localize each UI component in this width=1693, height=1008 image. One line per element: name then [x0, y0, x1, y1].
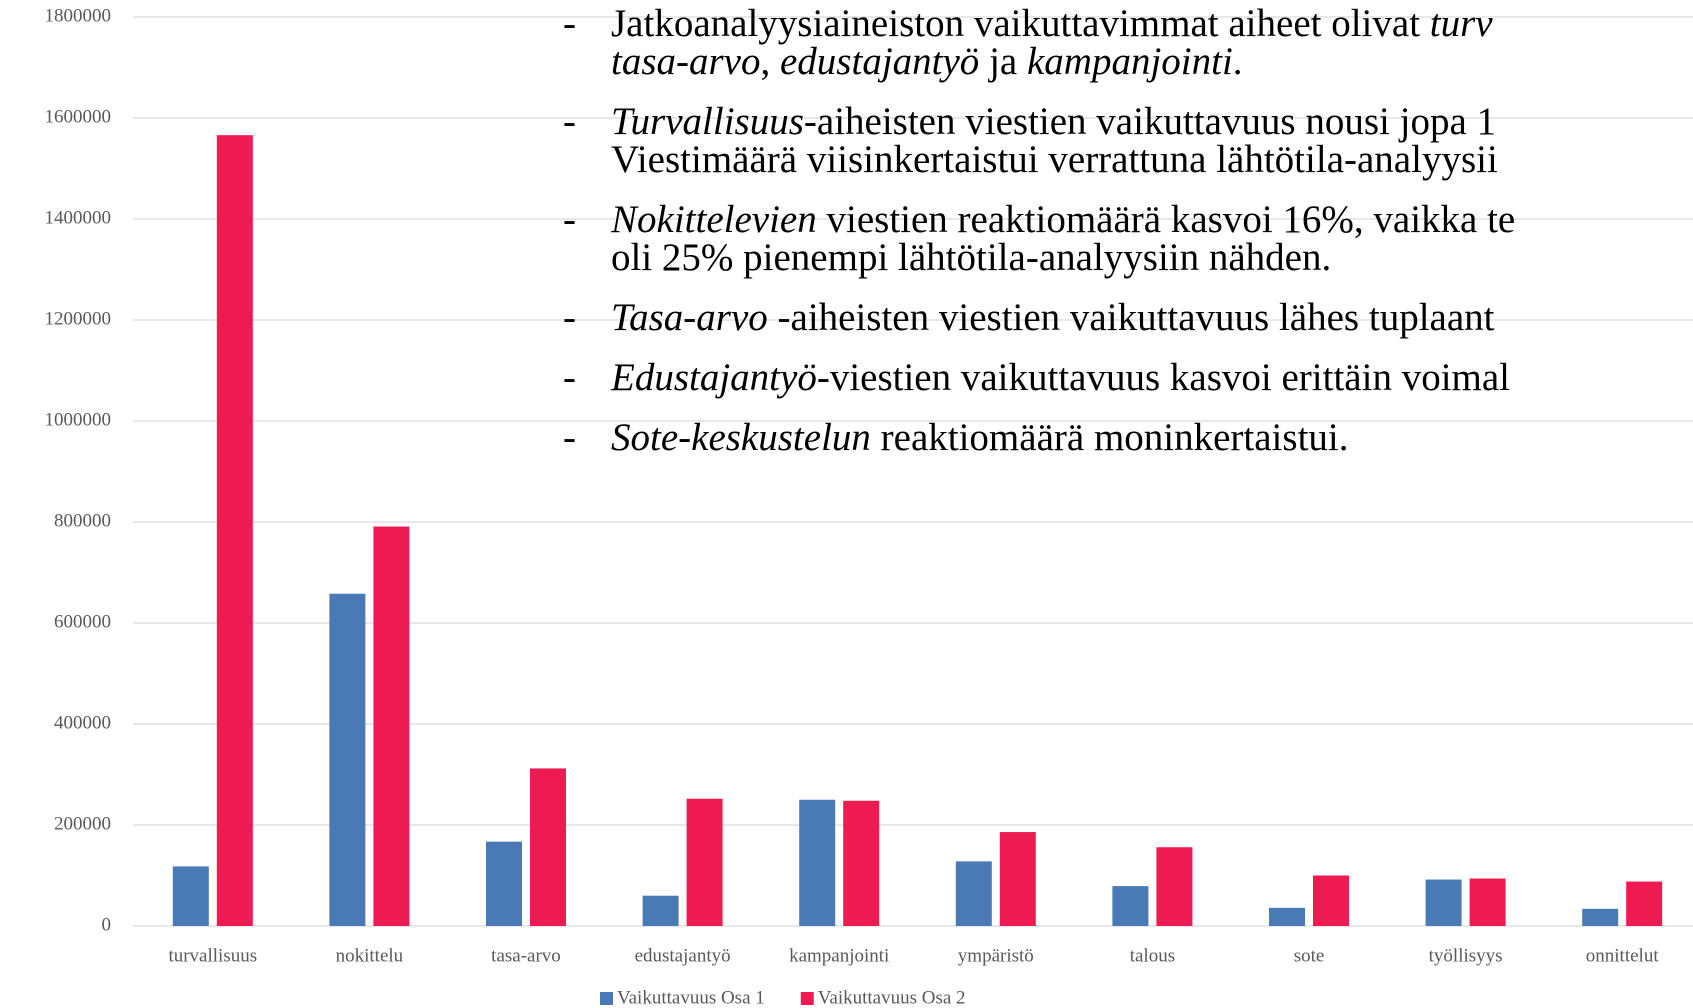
x-tick-label: nokittelu [336, 945, 404, 966]
x-tick-label: ympäristö [958, 945, 1034, 966]
bar [799, 799, 836, 926]
y-tick-label: 1800000 [45, 5, 112, 26]
annotation-line: Nokittelevien viestien reaktiomäärä kasv… [610, 198, 1515, 241]
annotation-text: kampanjointi [1027, 40, 1233, 83]
x-tick-label: edustajantyö [635, 945, 731, 966]
annotation-text: Jatkoanalyysiaineiston vaikuttavimmat ai… [611, 2, 1430, 45]
bar [1425, 879, 1462, 926]
bar [216, 135, 253, 927]
bullet-marker: - [563, 2, 576, 45]
y-tick-label: 1400000 [45, 207, 112, 228]
bar [999, 832, 1036, 926]
annotation-text: viestien reaktiomäärä kasvoi 16%, vaikka… [817, 198, 1516, 241]
annotation-text: Turvallisuus [611, 100, 804, 143]
annotation-text: Nokittelevien [610, 198, 817, 241]
bar [642, 895, 679, 926]
annotation-text: , [761, 40, 781, 83]
bar [955, 861, 992, 926]
annotation-line: Edustajantyö-viestien vaikuttavuus kasvo… [610, 356, 1510, 399]
annotation-text: oli 25% pienempi lähtötila-analyysiin nä… [611, 236, 1331, 279]
bar [329, 593, 366, 926]
annotation-text: ja [979, 40, 1027, 83]
annotation-text: tasa-arvo [611, 40, 761, 83]
bullet-marker: - [563, 296, 576, 339]
bar [1469, 878, 1506, 926]
annotation-line: Sote-keskustelun reaktiomäärä moninkerta… [611, 416, 1349, 459]
annotation-text: Viestimäärä viisinkertaistui verrattuna … [611, 138, 1498, 181]
x-tick-label: talous [1130, 945, 1175, 966]
bullet-marker: - [563, 198, 576, 241]
x-tick-label: tasa-arvo [491, 945, 561, 966]
bar [1626, 881, 1663, 926]
x-tick-label: sote [1294, 945, 1325, 966]
annotation-text: edustajantyö [780, 40, 979, 83]
annotation-text: Edustajantyö [610, 356, 817, 399]
y-tick-label: 0 [102, 914, 112, 935]
annotation-text: Tasa-arvo [611, 296, 768, 339]
annotation-line: oli 25% pienempi lähtötila-analyysiin nä… [611, 236, 1331, 279]
y-tick-label: 600000 [54, 611, 111, 632]
bar [172, 866, 209, 926]
bar [530, 768, 566, 926]
y-tick-label: 800000 [54, 510, 111, 531]
bullet-marker: - [563, 416, 576, 459]
bar [1582, 908, 1619, 926]
annotation-text: Sote-keskustelun [611, 416, 871, 459]
annotation-text: -aiheisten viestien vaikuttavuus lähes t… [768, 296, 1495, 339]
legend-label: Vaikuttavuus Osa 2 [818, 987, 966, 1008]
annotation-line: Tasa-arvo -aiheisten viestien vaikuttavu… [611, 296, 1495, 339]
bullet-marker: - [563, 100, 576, 143]
legend-swatch [600, 992, 613, 1005]
bar [1313, 875, 1349, 926]
bullet-marker: - [563, 356, 576, 399]
x-tick-label: työllisyys [1429, 945, 1503, 966]
x-tick-label: turvallisuus [168, 945, 257, 966]
bar [1269, 907, 1305, 926]
y-tick-label: 1600000 [45, 106, 112, 127]
y-tick-label: 1200000 [45, 308, 112, 329]
x-tick-label: onnittelut [1586, 945, 1660, 966]
bar [686, 798, 723, 926]
bar [373, 526, 410, 926]
bar [1112, 886, 1149, 926]
annotation-text: . [1233, 40, 1243, 83]
annotation-text: reaktiomäärä moninkertaistui. [871, 416, 1349, 459]
legend-label: Vaikuttavuus Osa 1 [617, 987, 765, 1008]
annotation-line: Viestimäärä viisinkertaistui verrattuna … [611, 138, 1498, 181]
annotation-text: turv [1430, 2, 1494, 45]
y-tick-label: 1000000 [45, 409, 112, 430]
x-tick-label: kampanjointi [789, 945, 889, 966]
legend-swatch [800, 992, 814, 1005]
bar [843, 800, 880, 926]
bar [486, 841, 522, 926]
y-tick-label: 200000 [54, 813, 111, 834]
annotation-text: -viestien vaikuttavuus kasvoi erittäin v… [817, 356, 1510, 399]
annotation-text: -aiheisten viestien vaikuttavuus nousi j… [804, 100, 1496, 143]
annotation-line: tasa-arvo, edustajantyö ja kampanjointi. [611, 40, 1243, 83]
y-tick-label: 400000 [54, 712, 111, 733]
bar [1156, 847, 1193, 926]
annotation-line: Jatkoanalyysiaineiston vaikuttavimmat ai… [611, 2, 1493, 45]
annotation-line: Turvallisuus-aiheisten viestien vaikutta… [611, 100, 1496, 143]
